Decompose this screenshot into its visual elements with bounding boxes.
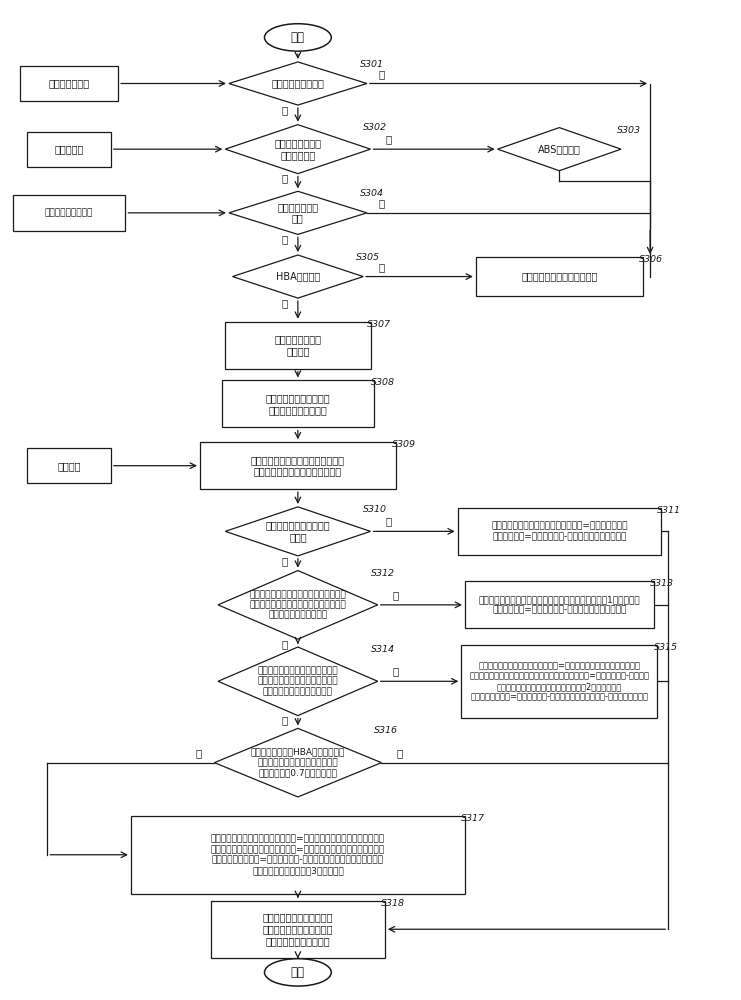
Text: S306: S306 [639,255,663,264]
Text: S313: S313 [650,579,674,588]
Text: 前轴电机目标再生制动能量回收力矩=前轴最大可用制动能量回收力矩；
后轴电机目标再生制动能量回收力矩=后轴最大可用制动能量回收力矩；
前后轴液压制动力矩=制动需求: 前轴电机目标再生制动能量回收力矩=前轴最大可用制动能量回收力矩； 后轴电机目标再… [211,835,385,875]
FancyBboxPatch shape [476,257,642,296]
Text: 否: 否 [282,556,288,566]
Text: 前后轴电机最大可用制动能量回收力
矩、滑行回收力矩、实际回收力矩: 前后轴电机最大可用制动能量回收力 矩、滑行回收力矩、实际回收力矩 [251,455,345,476]
Text: 否: 否 [282,234,288,244]
Text: 是: 是 [396,748,402,758]
FancyBboxPatch shape [131,816,465,894]
Text: 前轴电机与后轴电机目标再生制动能量回收力矩按线段1斜率分配；
液压制动力矩=制动需求力矩-前后轴电机实际回收力矩: 前轴电机与后轴电机目标再生制动能量回收力矩按线段1斜率分配； 液压制动力矩=制动… [479,595,640,615]
FancyBboxPatch shape [27,132,111,167]
Text: S311: S311 [657,506,681,515]
Text: ABS功能介入: ABS功能介入 [538,144,581,154]
Text: 是: 是 [385,517,392,527]
Text: 是: 是 [378,262,385,272]
Text: 否: 否 [282,639,288,649]
Polygon shape [233,255,363,298]
Polygon shape [498,128,621,171]
Text: S309: S309 [392,440,416,449]
Text: 制动需求力矩小于前轴两轮边电机最大可
回收力矩与理想前后轴制动力矩分配曲线
对应的后轴制动力矩之和: 制动需求力矩小于前轴两轮边电机最大可 回收力矩与理想前后轴制动力矩分配曲线 对应… [250,590,346,620]
FancyBboxPatch shape [458,508,661,555]
Polygon shape [214,728,382,797]
Text: S316: S316 [374,726,398,735]
Text: S315: S315 [654,643,678,652]
FancyBboxPatch shape [13,195,125,231]
Text: 是: 是 [378,198,385,208]
Polygon shape [225,125,370,174]
FancyBboxPatch shape [225,322,370,369]
FancyBboxPatch shape [20,66,118,101]
Text: S318: S318 [382,899,405,908]
Text: 车速小于再生制动
功能开启阈值: 车速小于再生制动 功能开启阈值 [274,138,322,160]
Text: 前后轴电机目标再生制动能量回收力矩=滑行回收力矩；
液压制动力矩=制动需求力矩-前后轴电机实际回收力矩: 前后轴电机目标再生制动能量回收力矩=滑行回收力矩； 液压制动力矩=制动需求力矩-… [491,522,628,541]
FancyBboxPatch shape [461,645,657,718]
Polygon shape [218,647,378,716]
Text: S302: S302 [363,123,388,132]
Text: 是: 是 [378,69,385,79]
Text: S310: S310 [363,505,388,514]
Text: S314: S314 [370,645,394,654]
Polygon shape [229,191,367,234]
Ellipse shape [265,959,331,986]
Text: S312: S312 [370,569,394,578]
Text: 是: 是 [393,666,399,676]
Text: S308: S308 [370,378,394,387]
Text: 开始: 开始 [291,31,305,44]
Text: 否: 否 [282,174,288,184]
Text: 轮边电机与电子液压制动机
构同步调节各轮制动压力，
再生回馈与液压协同制动: 轮边电机与电子液压制动机 构同步调节各轮制动压力， 再生回馈与液压协同制动 [262,913,333,946]
Text: 否: 否 [282,298,288,308]
FancyBboxPatch shape [465,581,654,628]
Text: 制动踏板深度传感器: 制动踏板深度传感器 [45,208,93,217]
Polygon shape [229,62,367,105]
Text: S304: S304 [359,189,384,198]
Text: S307: S307 [367,320,391,329]
Text: 否: 否 [282,105,288,115]
Ellipse shape [265,24,331,51]
Text: S301: S301 [359,60,384,69]
Text: 是: 是 [393,590,399,600]
Text: 电子液压制动系统响应驾
驶员制动需求力矩请求: 电子液压制动系统响应驾 驶员制动需求力矩请求 [265,393,330,415]
Text: 驾驶员产生加速动作: 驾驶员产生加速动作 [271,79,325,89]
Text: 前轴电机目标再生制动能量回收力矩=前轴最大可用制动能量回收力矩；
后轴电机目标再生制动能量回收力矩前轴液压制动力矩=制动需求力矩-前轴电机
目标再生制动能量回收: 前轴电机目标再生制动能量回收力矩=前轴最大可用制动能量回收力矩； 后轴电机目标再… [469,661,649,701]
Text: 制动需求力矩小于HBA介入临界制动
力矩（理想前后制动力矩分配曲线
与制动强度为0.7斜线的交点）: 制动需求力矩小于HBA介入临界制动 力矩（理想前后制动力矩分配曲线 与制动强度为… [250,748,345,778]
Text: 否: 否 [196,748,202,758]
Text: 再生制动协同控制
系统开启: 再生制动协同控制 系统开启 [274,334,322,356]
Text: 驾驶员出现紧急
制动: 驾驶员出现紧急 制动 [277,202,319,224]
Text: 结束: 结束 [291,966,305,979]
Text: 再生制动协同控制系统不开启: 再生制动协同控制系统不开启 [521,272,597,282]
Text: 否: 否 [282,716,288,726]
Text: 是: 是 [385,134,392,144]
Text: 轮速传感器: 轮速传感器 [54,144,84,154]
Polygon shape [218,571,378,639]
Text: 油门踏板传感器: 油门踏板传感器 [49,79,90,89]
Text: S317: S317 [461,814,485,823]
Text: 轮边电机: 轮边电机 [57,461,81,471]
FancyBboxPatch shape [200,442,396,489]
Text: S305: S305 [356,253,380,262]
Text: S303: S303 [617,126,642,135]
FancyBboxPatch shape [210,901,385,958]
Text: 制动需求力矩小于滑行回
收力矩: 制动需求力矩小于滑行回 收力矩 [265,521,330,542]
FancyBboxPatch shape [27,448,111,483]
FancyBboxPatch shape [222,380,374,427]
Text: 制动需求力矩小于后轴两轮边电机
最大可回收力矩与理想前后轴制动
力矩对应的前轴制动力矩之和: 制动需求力矩小于后轴两轮边电机 最大可回收力矩与理想前后轴制动 力矩对应的前轴制… [258,666,338,696]
Text: HBA功能介入: HBA功能介入 [276,272,320,282]
Polygon shape [225,507,370,556]
